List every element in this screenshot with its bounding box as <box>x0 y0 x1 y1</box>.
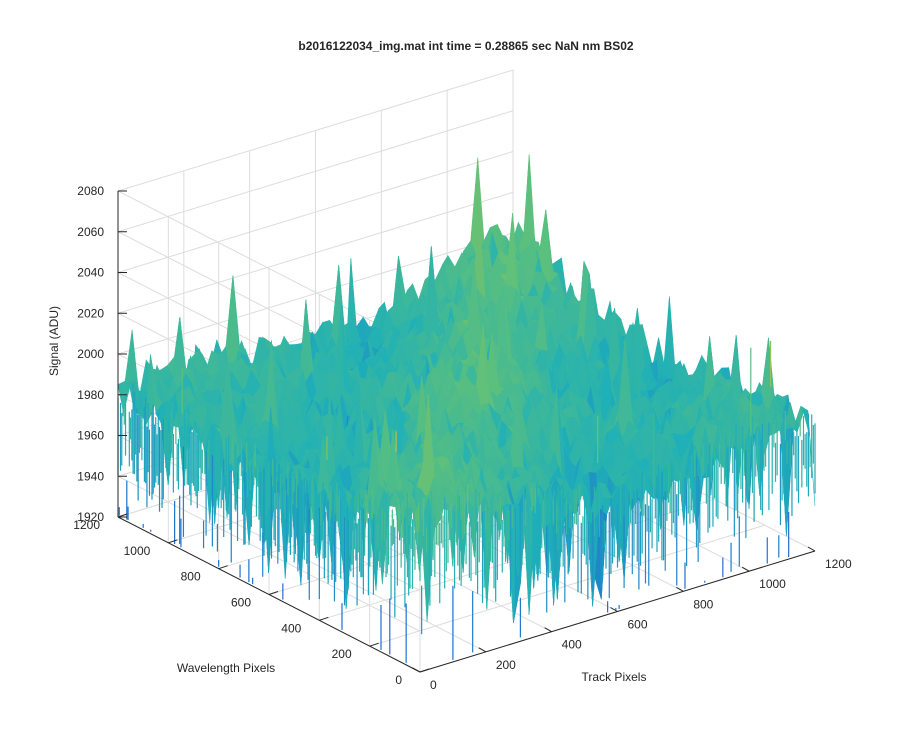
x-tick-label: 1000 <box>759 577 786 591</box>
y-tick <box>218 565 228 570</box>
y-tick-label: 1000 <box>124 544 151 558</box>
z-tick-label: 2060 <box>77 225 104 239</box>
z-tick-label: 2080 <box>77 184 104 198</box>
z-tick-label: 1980 <box>77 388 104 402</box>
y-tick-label: 1200 <box>73 518 100 532</box>
y-tick <box>168 539 178 544</box>
x-tick-label: 0 <box>430 678 437 692</box>
x-tick <box>610 607 618 612</box>
surface-patch <box>414 499 428 622</box>
z-tick-label: 2040 <box>77 266 104 280</box>
y-tick-label: 0 <box>395 673 402 687</box>
x-tick <box>807 546 816 552</box>
x-tick <box>544 627 552 633</box>
x-tick-label: 800 <box>693 597 713 611</box>
z-tick-label: 2000 <box>77 347 104 361</box>
y-tick-label: 200 <box>332 647 352 661</box>
x-tick-label: 200 <box>496 658 516 672</box>
x-axis-label: Track Pixels <box>582 670 647 684</box>
x-tick <box>478 647 487 653</box>
x-tick <box>741 566 750 572</box>
x-tick-label: 600 <box>628 618 648 632</box>
chart-title: b2016122034_img.mat int time = 0.28865 s… <box>298 39 634 53</box>
x-tick-label: 1200 <box>825 557 852 571</box>
y-tick-label: 600 <box>231 596 251 610</box>
y-axis-label: Wavelength Pixels <box>177 661 275 675</box>
ticks-layer: 1920194019601980200020202040206020800200… <box>73 184 852 692</box>
y-tick <box>319 616 329 621</box>
axis-layer <box>117 190 816 673</box>
z-tick-label: 1920 <box>77 510 104 524</box>
surface-layer <box>117 154 816 663</box>
x-tick <box>676 586 684 592</box>
y-tick-label: 400 <box>281 621 301 635</box>
grid-line <box>369 524 765 647</box>
x-tick <box>412 667 421 673</box>
y-tick <box>419 668 430 673</box>
x-tick-label: 400 <box>562 638 582 652</box>
y-tick <box>369 642 379 647</box>
z-tick-label: 2020 <box>77 306 104 320</box>
y-tick <box>268 591 279 595</box>
z-tick-label: 1940 <box>77 469 104 483</box>
z-tick-label: 1960 <box>77 429 104 443</box>
z-axis-label: Signal (ADU) <box>47 306 61 376</box>
y-tick <box>117 513 128 518</box>
y-tick-label: 800 <box>181 570 201 584</box>
